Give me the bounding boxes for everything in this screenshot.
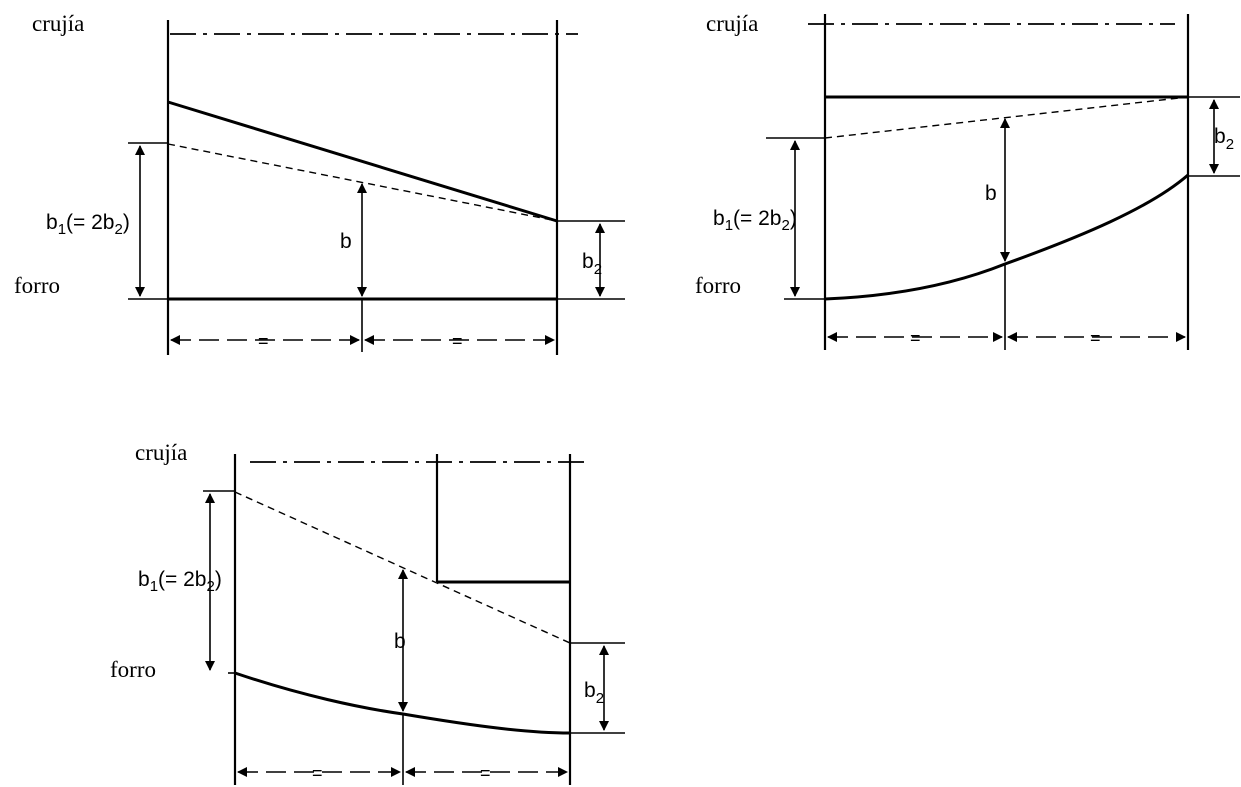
equal-left: =	[910, 328, 921, 348]
b1-label: b1(= 2b2)	[138, 568, 222, 595]
b-label: b	[394, 630, 406, 653]
b2-label: b2	[582, 250, 602, 278]
effective-width-dashed	[234, 491, 571, 644]
effective-width-dashed	[167, 143, 558, 222]
b1-label: b1(= 2b2)	[46, 211, 130, 238]
forro-label: forro	[695, 273, 741, 298]
equal-right: =	[480, 763, 491, 783]
b-label: b	[985, 182, 997, 205]
diagram-1: crujía forro b = = b1(= 2b2) b2	[14, 11, 625, 355]
crujia-label: crujía	[32, 11, 84, 36]
b-label: b	[340, 230, 352, 253]
forro-curve	[824, 173, 1189, 301]
equal-right: =	[1090, 328, 1101, 348]
crujia-label: crujía	[135, 440, 187, 465]
b2-label: b2	[1214, 125, 1234, 153]
equal-left: =	[258, 331, 269, 351]
crujia-label: crujía	[706, 11, 758, 36]
equal-left: =	[312, 763, 323, 783]
forro-label: forro	[14, 273, 60, 298]
b1-label: b1(= 2b2)	[713, 207, 797, 234]
diagram-3: crujía forro b = = b1(= 2b2) b2	[110, 440, 625, 785]
b2-label: b2	[584, 679, 604, 707]
diagram-2: crujía forro b = = b1(= 2b2) b2	[695, 11, 1240, 350]
forro-curve	[234, 671, 571, 735]
equal-right: =	[452, 331, 463, 351]
forro-label: forro	[110, 657, 156, 682]
top-edge-solid	[167, 100, 558, 223]
effective-width-dashed	[824, 96, 1189, 139]
